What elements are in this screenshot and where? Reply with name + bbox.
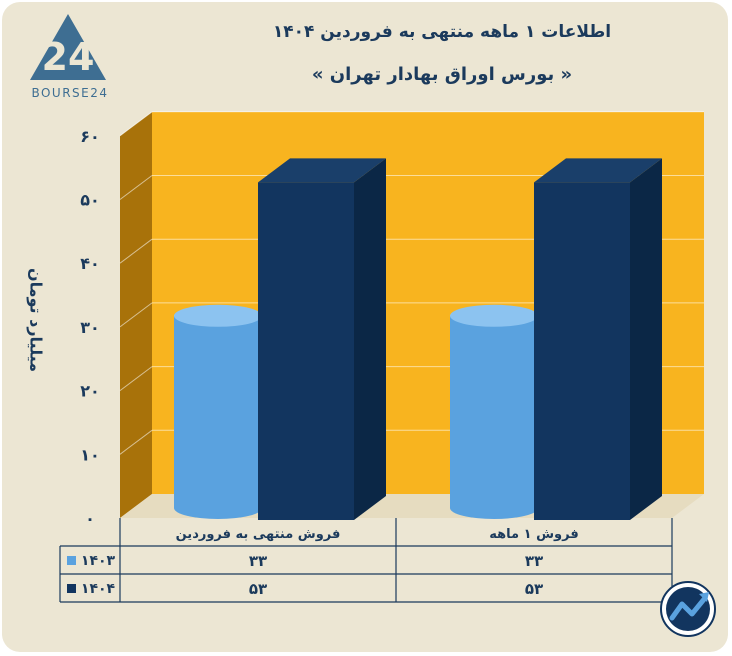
bar-1403-top: [174, 304, 262, 327]
y-tick-label: ۰: [85, 509, 95, 528]
y-tick-label: ۱۰: [80, 445, 100, 464]
bar-1403-cylinder: [450, 315, 538, 519]
bar-1403-cylinder: [174, 315, 262, 519]
bar-1404: [258, 182, 354, 520]
data-label: ۵۳: [249, 580, 267, 598]
y-tick-label: ۲۰: [80, 382, 100, 401]
y-tick-label: ۵۰: [80, 191, 100, 210]
y-tick-label: ۳۰: [80, 318, 100, 337]
chart-subtitle: « بورس اوراق بهادار تهران »: [311, 64, 573, 85]
gridline-side: [119, 302, 153, 328]
category-label: فروش ۱ ماهه: [489, 527, 578, 542]
bar-1404-top: [534, 158, 662, 183]
bars: [174, 158, 662, 520]
bar-1404-top: [258, 158, 386, 183]
gridline-side: [119, 238, 153, 264]
legend-swatch: [67, 556, 76, 565]
bar-1404: [534, 182, 630, 520]
data-table: فروش منتهی به فروردین ۳۳ ۵۳ فروش ۱ ماهه ۳۳ ۵۳…: [59, 518, 673, 603]
logo-triangle: [30, 14, 106, 80]
bar-1404-side: [630, 158, 662, 520]
data-label: ۳۳: [249, 552, 267, 570]
gridline-side: [119, 175, 153, 200]
logo-number: 24: [42, 35, 95, 79]
logo-text: BOURSE24: [31, 86, 108, 100]
bourse24-logo: 24 BOURSE24: [30, 14, 108, 100]
category-label: فروش منتهی به فروردین: [176, 527, 341, 542]
gridline-side: [119, 366, 153, 392]
legend-label: ۱۴۰۳: [81, 553, 116, 569]
legend-swatch: [67, 584, 76, 593]
bar-1404-side: [354, 158, 386, 520]
legend-label: ۱۴۰۴: [81, 581, 116, 597]
data-label: ۳۳: [525, 552, 543, 570]
gridline-side: [119, 429, 153, 455]
y-tick-label: ۶۰: [80, 127, 100, 146]
y-tick-label: ۴۰: [80, 254, 100, 273]
data-label: ۵۳: [525, 580, 543, 598]
chart-title: اطلاعات ۱ ماهه منتهی به فروردین ۱۴۰۴: [272, 22, 612, 42]
y-tick-labels: ۰ ۱۰ ۲۰ ۳۰ ۴۰ ۵۰ ۶۰: [80, 127, 100, 528]
bar-1403-top: [450, 304, 538, 327]
gridline-side: [119, 111, 153, 137]
trend-logo-icon: [660, 581, 716, 637]
